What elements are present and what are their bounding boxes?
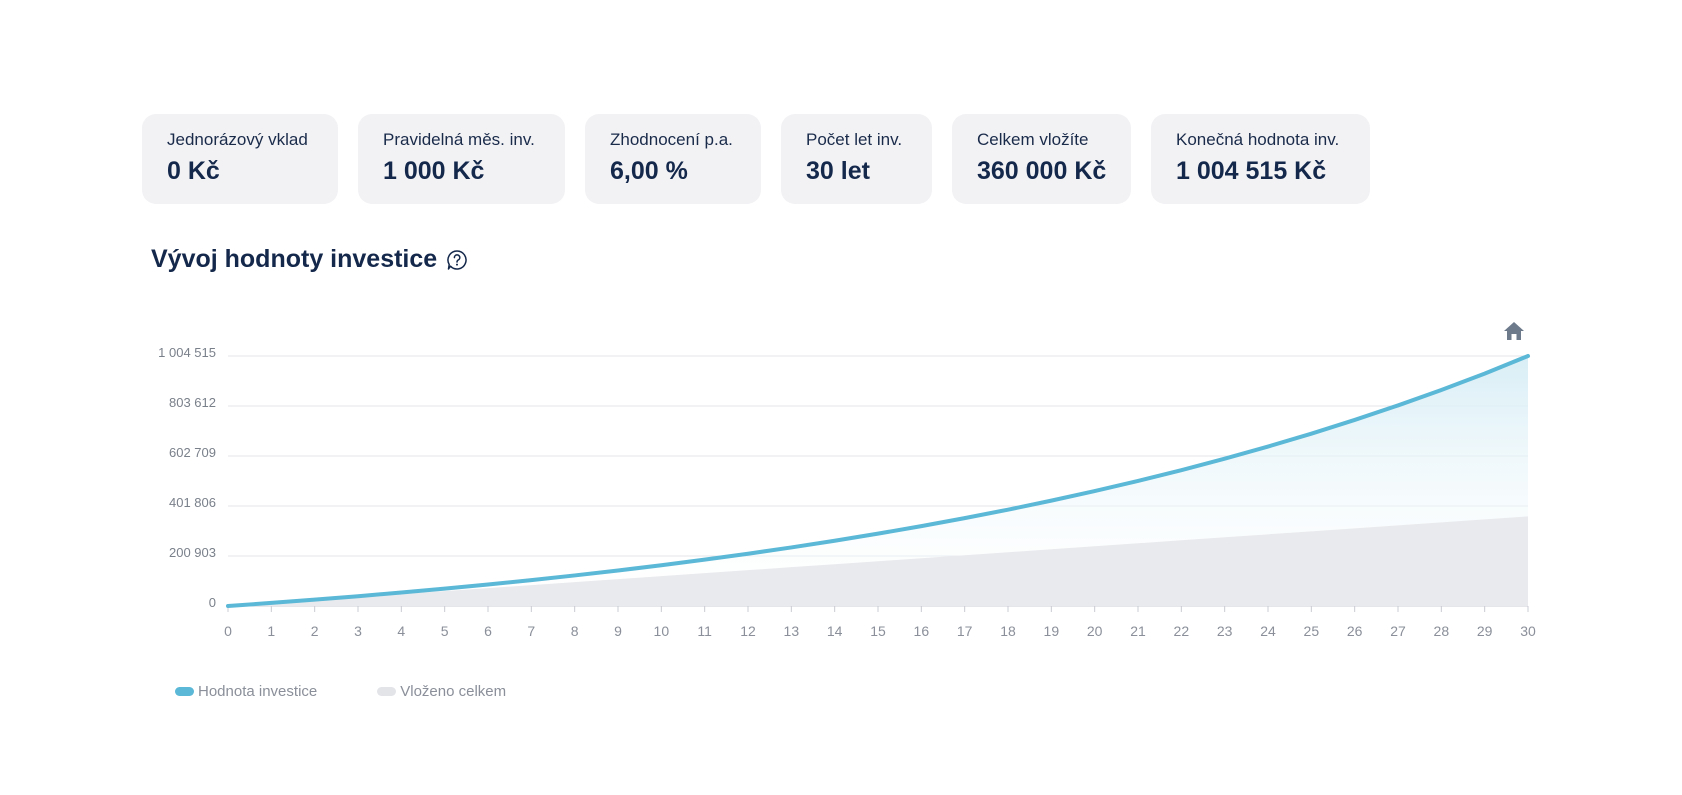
card-annual-return: Zhodnocení p.a. 6,00 % xyxy=(585,114,761,204)
x-tick-label: 5 xyxy=(441,623,449,639)
x-tick-label: 27 xyxy=(1390,623,1406,639)
legend-label: Vloženo celkem xyxy=(400,683,507,700)
x-tick-label: 21 xyxy=(1130,623,1146,639)
card-label: Celkem vložíte xyxy=(977,130,1089,149)
legend-label: Hodnota investice xyxy=(198,683,318,700)
card-value: 1 000 Kč xyxy=(383,157,485,185)
x-tick-label: 28 xyxy=(1434,623,1450,639)
x-tick-label: 17 xyxy=(957,623,973,639)
card-value: 0 Kč xyxy=(167,157,220,185)
chart-header: Vývoj hodnoty investice xyxy=(151,245,468,274)
x-tick-label: 11 xyxy=(697,623,712,639)
card-label: Zhodnocení p.a. xyxy=(610,130,733,149)
help-question-icon[interactable] xyxy=(446,249,468,271)
x-tick-label: 16 xyxy=(914,623,930,639)
x-tick-label: 18 xyxy=(1000,623,1016,639)
x-tick-label: 13 xyxy=(784,623,800,639)
chart-legend: Hodnota investice Vloženo celkem xyxy=(175,683,506,700)
card-monthly-investment: Pravidelná měs. inv. 1 000 Kč xyxy=(358,114,565,204)
x-tick-label: 20 xyxy=(1087,623,1103,639)
x-tick-label: 14 xyxy=(827,623,843,639)
x-tick-label: 24 xyxy=(1260,623,1276,639)
x-tick-label: 22 xyxy=(1174,623,1190,639)
x-tick-label: 0 xyxy=(224,623,232,639)
y-tick-label: 200 903 xyxy=(169,545,216,560)
legend-item-deposited[interactable]: Vloženo celkem xyxy=(377,683,506,700)
x-tick-label: 3 xyxy=(354,623,362,639)
section-title: Vývoj hodnoty investice xyxy=(151,245,438,273)
y-tick-label: 1 004 515 xyxy=(158,345,216,360)
x-tick-label: 23 xyxy=(1217,623,1233,639)
card-label: Konečná hodnota inv. xyxy=(1176,130,1340,149)
card-years: Počet let inv. 30 let xyxy=(781,114,932,204)
x-tick-label: 8 xyxy=(571,623,579,639)
home-icon[interactable] xyxy=(1503,321,1525,341)
legend-item-investment[interactable]: Hodnota investice xyxy=(175,683,317,700)
summary-cards: Jednorázový vklad 0 Kč Pravidelná měs. i… xyxy=(142,114,1370,204)
y-tick-label: 602 709 xyxy=(169,445,216,460)
card-value: 30 let xyxy=(806,157,870,185)
card-label: Pravidelná měs. inv. xyxy=(383,130,535,149)
card-label: Jednorázový vklad xyxy=(167,130,308,149)
card-total-deposited: Celkem vložíte 360 000 Kč xyxy=(952,114,1131,204)
x-tick-label: 15 xyxy=(870,623,886,639)
x-tick-label: 1 xyxy=(267,623,275,639)
card-label: Počet let inv. xyxy=(806,130,903,149)
x-tick-label: 6 xyxy=(484,623,492,639)
y-tick-label: 401 806 xyxy=(169,495,216,510)
x-tick-label: 9 xyxy=(614,623,622,639)
y-tick-label: 0 xyxy=(209,595,216,610)
card-value: 6,00 % xyxy=(610,157,688,185)
x-tick-label: 2 xyxy=(311,623,319,639)
x-tick-label: 4 xyxy=(397,623,405,639)
legend-swatch-investment xyxy=(175,687,194,696)
x-tick-label: 10 xyxy=(654,623,670,639)
x-tick-label: 7 xyxy=(527,623,535,639)
card-value: 360 000 Kč xyxy=(977,157,1107,185)
x-tick-label: 29 xyxy=(1477,623,1493,639)
x-tick-label: 12 xyxy=(740,623,756,639)
y-tick-label: 803 612 xyxy=(169,395,216,410)
card-final-value: Konečná hodnota inv. 1 004 515 Kč xyxy=(1151,114,1370,204)
x-tick-label: 19 xyxy=(1044,623,1060,639)
card-lump-sum: Jednorázový vklad 0 Kč xyxy=(142,114,338,204)
legend-swatch-deposited xyxy=(377,687,397,696)
x-tick-label: 30 xyxy=(1520,623,1536,639)
x-tick-label: 25 xyxy=(1304,623,1320,639)
x-tick-label: 26 xyxy=(1347,623,1363,639)
card-value: 1 004 515 Kč xyxy=(1176,157,1327,185)
